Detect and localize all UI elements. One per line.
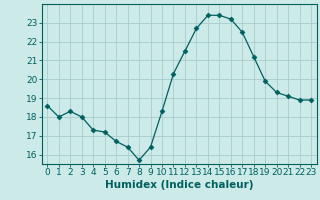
X-axis label: Humidex (Indice chaleur): Humidex (Indice chaleur) [105,180,253,190]
